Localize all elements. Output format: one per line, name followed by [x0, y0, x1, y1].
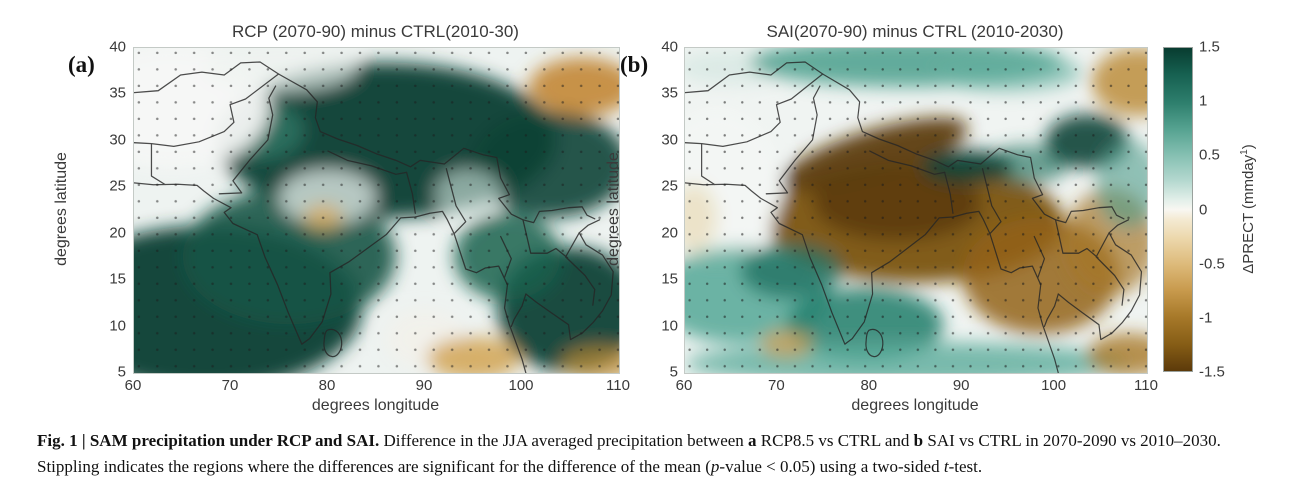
- colorbar-tick: -0.5: [1199, 255, 1225, 273]
- y-tick: 30: [661, 131, 678, 149]
- map-a-stippling: [134, 48, 619, 373]
- colorbar-label-close: ): [1240, 144, 1257, 150]
- caption-segment: p: [710, 457, 720, 476]
- caption-line-1: Fig. 1 | SAM precipitation under RCP and…: [37, 428, 1282, 454]
- panel-b-ylabel: degrees latitude: [605, 152, 622, 266]
- panel-a-label: (a): [68, 52, 95, 77]
- panel-a-xticks: 60 70 80 90 100 110: [125, 377, 630, 397]
- panel-a-ylabel: degrees latitude: [53, 152, 70, 266]
- map-b-svg: [685, 48, 1147, 373]
- x-tick: 100: [1041, 377, 1067, 394]
- x-tick: 80: [860, 377, 878, 394]
- y-tick: 25: [661, 177, 678, 195]
- colorbar-label: ΔPRECT (mmday1): [1239, 144, 1257, 274]
- y-tick: 20: [661, 224, 678, 242]
- y-tick: 10: [109, 317, 126, 335]
- caption-segment: t: [943, 457, 949, 476]
- colorbar-tick: 1.5: [1199, 38, 1220, 56]
- colorbar-tick: 0.5: [1199, 146, 1220, 164]
- x-tick: 60: [675, 377, 693, 394]
- map-a-svg: [134, 48, 619, 373]
- y-tick: 30: [109, 131, 126, 149]
- y-tick: 10: [661, 317, 678, 335]
- caption-segment: SAI vs CTRL in 2070-2090 vs 2010–2030.: [923, 431, 1221, 450]
- figure-caption: Fig. 1 | SAM precipitation under RCP and…: [37, 428, 1282, 480]
- y-tick: 15: [661, 270, 678, 288]
- panel-a-title: RCP (2070-90) minus CTRL(2010-30): [232, 22, 519, 41]
- panel-a-xlabel: degrees longitude: [311, 397, 440, 414]
- x-tick: 70: [221, 377, 239, 394]
- y-tick: 35: [109, 84, 126, 102]
- y-tick: 15: [109, 270, 126, 288]
- caption-line-2: Stippling indicates the regions where th…: [37, 454, 1282, 480]
- caption-segment: b: [913, 431, 924, 450]
- caption-segment: Difference in the JJA averaged precipita…: [379, 431, 749, 450]
- panel-b-xlabel: degrees longitude: [851, 397, 979, 414]
- x-tick: 110: [606, 377, 630, 394]
- colorbar-tick: -1.5: [1199, 363, 1225, 381]
- panel-b-title: SAI(2070-90) minus CTRL (2010-2030): [766, 22, 1064, 41]
- y-tick: 40: [109, 38, 126, 56]
- panel-a-yticks: 40 35 30 25 20 15 10 5: [96, 39, 126, 381]
- y-tick: 5: [117, 363, 126, 381]
- x-tick: 110: [1134, 377, 1158, 394]
- panel-b-yticks: 40 35 30 25 20 15 10 5: [648, 39, 678, 381]
- caption-segment: -value < 0.05) using a two-sided: [719, 457, 944, 476]
- x-tick: 100: [508, 377, 534, 394]
- colorbar-label-text: ΔPRECT (mmday: [1240, 154, 1257, 274]
- x-tick: 60: [124, 377, 142, 394]
- x-tick: 80: [318, 377, 336, 394]
- y-tick: 35: [661, 84, 678, 102]
- y-tick: 20: [109, 224, 126, 242]
- colorbar-tick: 0: [1199, 201, 1208, 218]
- colorbar-tick: -1: [1199, 309, 1213, 327]
- x-tick: 70: [768, 377, 785, 394]
- y-tick: 40: [661, 38, 678, 56]
- x-tick: 90: [415, 377, 433, 394]
- map-b-stippling: [685, 48, 1147, 373]
- caption-segment: Stippling indicates the regions where th…: [37, 457, 711, 476]
- x-tick: 90: [952, 377, 970, 394]
- caption-segment: RCP8.5 vs CTRL and: [756, 431, 914, 450]
- y-tick: 5: [669, 363, 678, 381]
- colorbar-label-exponent: 1: [1239, 149, 1250, 155]
- panel-b-xticks: 60 70 80 90 100 110: [676, 377, 1158, 397]
- panel-b-label: (b): [620, 52, 649, 77]
- caption-segment: -test.: [948, 457, 983, 476]
- caption-segment: Fig. 1 | SAM precipitation under RCP and…: [37, 431, 380, 450]
- y-tick: 25: [109, 177, 126, 195]
- colorbar-ticks: 1.5 1 0.5 0 -0.5 -1 -1.5: [1199, 39, 1241, 381]
- caption-segment: a: [748, 431, 757, 450]
- panel-b-map: [684, 47, 1148, 374]
- panel-a-map: [133, 47, 620, 374]
- colorbar-tick: 1: [1199, 92, 1208, 110]
- colorbar: [1163, 47, 1193, 372]
